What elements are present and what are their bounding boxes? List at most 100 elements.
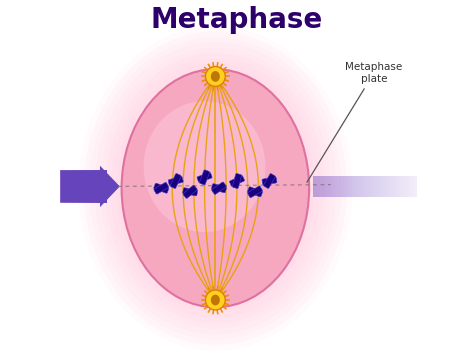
Bar xyxy=(316,176,319,197)
Bar xyxy=(78,170,79,203)
Bar xyxy=(386,176,390,197)
Bar xyxy=(358,176,362,197)
Bar xyxy=(414,176,417,197)
FancyBboxPatch shape xyxy=(247,186,263,198)
Bar xyxy=(80,170,82,203)
Ellipse shape xyxy=(111,58,320,318)
FancyBboxPatch shape xyxy=(154,182,169,194)
FancyBboxPatch shape xyxy=(262,177,277,185)
Bar xyxy=(74,170,75,203)
Bar xyxy=(99,170,100,203)
FancyBboxPatch shape xyxy=(211,184,227,193)
Bar xyxy=(313,176,316,197)
Bar xyxy=(77,170,78,203)
Ellipse shape xyxy=(205,290,225,310)
Bar xyxy=(104,170,105,203)
Bar xyxy=(400,176,403,197)
FancyBboxPatch shape xyxy=(229,176,245,186)
Bar xyxy=(73,170,74,203)
Ellipse shape xyxy=(205,67,225,87)
FancyBboxPatch shape xyxy=(264,173,275,189)
Text: Metaphase
plate: Metaphase plate xyxy=(307,62,402,182)
Ellipse shape xyxy=(94,42,336,334)
Bar xyxy=(75,170,77,203)
Bar xyxy=(330,176,334,197)
FancyBboxPatch shape xyxy=(212,182,226,194)
Ellipse shape xyxy=(211,71,220,82)
Bar xyxy=(341,176,344,197)
FancyBboxPatch shape xyxy=(170,173,181,189)
Ellipse shape xyxy=(84,31,347,345)
Bar xyxy=(323,176,327,197)
FancyBboxPatch shape xyxy=(200,170,210,185)
Ellipse shape xyxy=(78,26,352,350)
FancyArrow shape xyxy=(60,166,120,207)
Bar xyxy=(410,176,414,197)
Bar xyxy=(334,176,337,197)
Ellipse shape xyxy=(89,37,342,340)
FancyBboxPatch shape xyxy=(183,185,197,198)
Bar xyxy=(63,170,64,203)
Bar xyxy=(65,170,66,203)
Bar xyxy=(375,176,379,197)
Bar xyxy=(337,176,341,197)
Bar xyxy=(100,170,101,203)
Bar xyxy=(86,170,87,203)
Bar xyxy=(79,170,80,203)
Bar xyxy=(89,170,90,203)
Bar xyxy=(95,170,97,203)
Bar xyxy=(319,176,323,197)
FancyBboxPatch shape xyxy=(232,173,242,189)
Bar xyxy=(90,170,91,203)
Bar xyxy=(393,176,396,197)
FancyBboxPatch shape xyxy=(168,176,183,186)
Bar xyxy=(82,170,84,203)
Bar xyxy=(91,170,92,203)
Bar xyxy=(379,176,383,197)
Bar xyxy=(101,170,102,203)
Bar xyxy=(72,170,73,203)
Bar xyxy=(62,170,63,203)
Bar xyxy=(84,170,85,203)
Bar xyxy=(66,170,67,203)
Bar xyxy=(85,170,86,203)
Ellipse shape xyxy=(211,295,220,306)
Bar xyxy=(390,176,393,197)
Text: Metaphase: Metaphase xyxy=(151,6,323,34)
Bar xyxy=(351,176,355,197)
Bar xyxy=(105,170,106,203)
Bar xyxy=(368,176,372,197)
Ellipse shape xyxy=(116,64,315,313)
Bar xyxy=(362,176,365,197)
Bar xyxy=(87,170,89,203)
Bar xyxy=(94,170,95,203)
Bar xyxy=(92,170,93,203)
Bar xyxy=(327,176,330,197)
Bar xyxy=(365,176,368,197)
Bar xyxy=(407,176,410,197)
FancyBboxPatch shape xyxy=(154,183,169,193)
Bar xyxy=(403,176,407,197)
Bar xyxy=(67,170,69,203)
Bar xyxy=(372,176,375,197)
FancyBboxPatch shape xyxy=(197,172,212,182)
FancyBboxPatch shape xyxy=(182,188,198,196)
Bar xyxy=(106,170,107,203)
Bar xyxy=(71,170,72,203)
Bar xyxy=(344,176,347,197)
Bar xyxy=(383,176,386,197)
Bar xyxy=(60,170,62,203)
Ellipse shape xyxy=(105,53,325,323)
Bar xyxy=(97,170,98,203)
Bar xyxy=(69,170,70,203)
Bar xyxy=(102,170,104,203)
Bar xyxy=(98,170,99,203)
Ellipse shape xyxy=(122,69,309,307)
Bar xyxy=(64,170,65,203)
Ellipse shape xyxy=(144,101,265,232)
Ellipse shape xyxy=(100,47,331,329)
Bar xyxy=(70,170,71,203)
Bar xyxy=(355,176,358,197)
Bar xyxy=(347,176,351,197)
Bar xyxy=(93,170,94,203)
